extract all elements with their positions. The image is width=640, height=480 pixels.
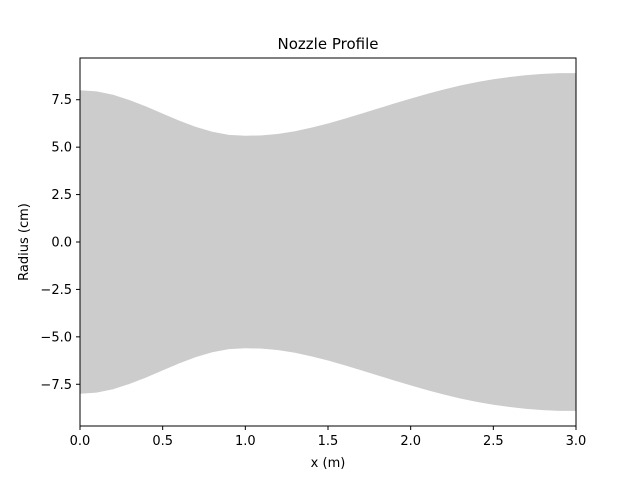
x-tick-label: 2.5 xyxy=(483,434,504,449)
y-tick-label: 7.5 xyxy=(51,93,72,108)
x-tick-label: 3.0 xyxy=(566,434,587,449)
x-tick-label: 0.0 xyxy=(70,434,91,449)
x-tick-label: 1.5 xyxy=(318,434,339,449)
chart-title: Nozzle Profile xyxy=(278,35,379,53)
x-tick-label: 1.0 xyxy=(235,434,256,449)
y-tick-label: −2.5 xyxy=(40,283,72,298)
y-axis: 7.5 5.0 2.5 0.0 −2.5 −5.0 −7.5 xyxy=(40,93,80,393)
nozzle-profile-fill xyxy=(80,73,576,411)
x-tick-label: 2.0 xyxy=(400,434,421,449)
x-axis-label: x (m) xyxy=(311,456,346,471)
y-tick-label: 0.0 xyxy=(51,236,72,251)
y-tick-label: 2.5 xyxy=(51,188,72,203)
y-tick-label: −5.0 xyxy=(40,330,72,345)
y-tick-label: −7.5 xyxy=(40,378,72,393)
x-axis: 0.0 0.5 1.0 1.5 2.0 2.5 3.0 xyxy=(70,426,587,449)
x-tick-label: 0.5 xyxy=(152,434,173,449)
y-tick-label: 5.0 xyxy=(51,141,72,156)
plot-area xyxy=(80,73,576,411)
y-axis-label: Radius (cm) xyxy=(17,203,32,281)
